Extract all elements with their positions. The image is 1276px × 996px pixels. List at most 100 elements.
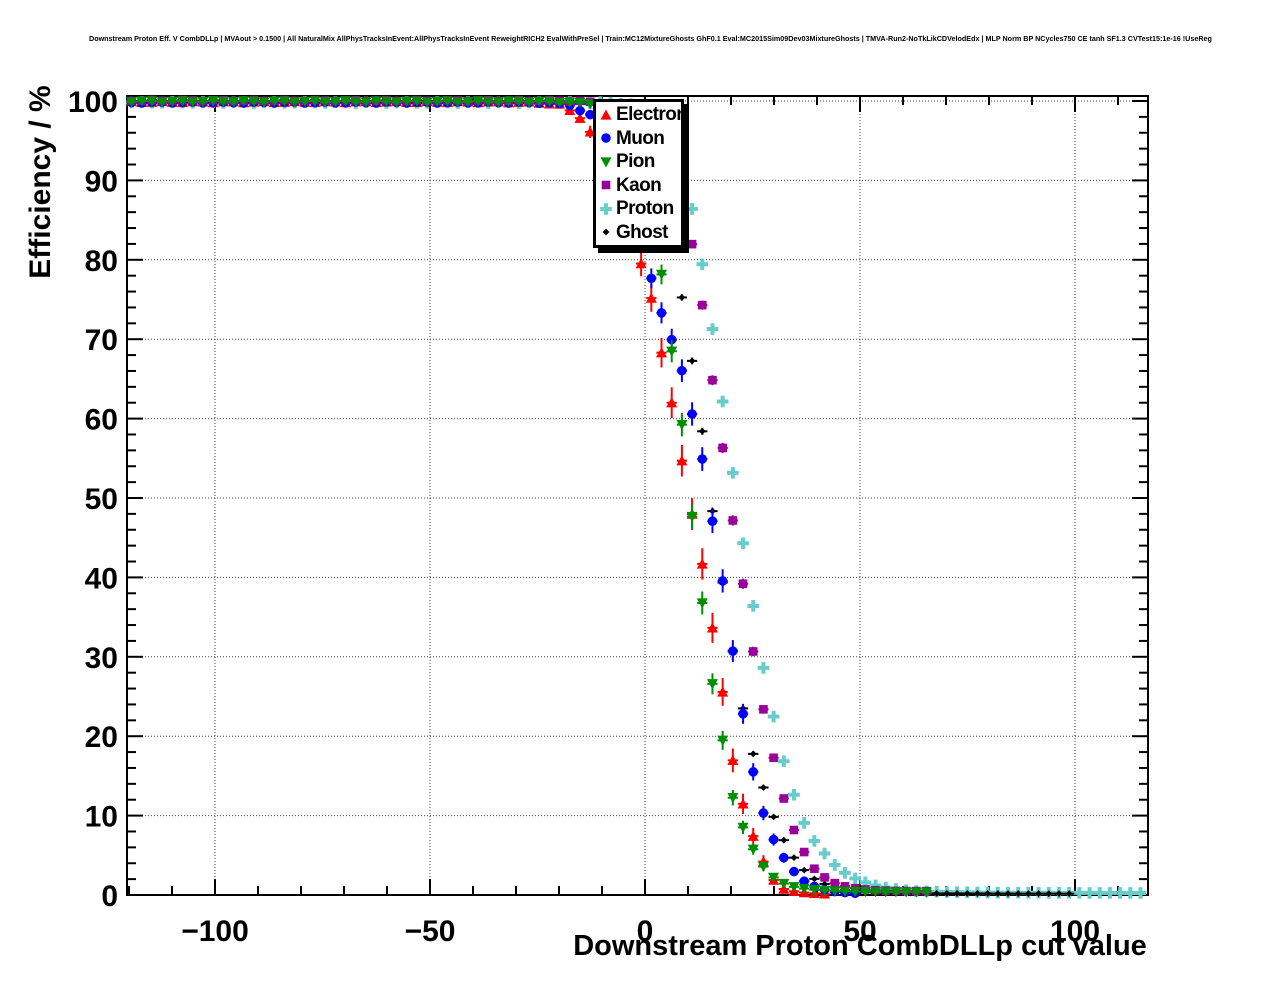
data-point-pion [778,878,790,890]
data-point-pion [727,793,739,804]
circle-marker-icon [601,133,611,144]
y-tick-label: 80 [85,245,118,278]
data-point-pion [910,887,922,898]
legend-entry-electron: Electron [598,103,688,127]
triangle-down-marker-icon [600,157,612,168]
data-point-proton [1124,887,1137,899]
data-point-pion [492,97,504,108]
data-point-pion [177,96,189,107]
data-point-muon [585,109,595,120]
data-point-electron [696,558,708,569]
data-point-pion [278,96,290,107]
data-point-proton [859,876,872,889]
data-point-electron [584,126,596,137]
data-point-muon [666,334,677,345]
triangle-up-marker-icon [600,109,612,120]
data-point-pion [248,96,260,107]
data-point-pion [227,97,239,108]
data-point-proton [686,203,698,215]
data-point-pion [462,97,474,108]
data-point-muon [789,866,799,877]
legend-label: Kaon [616,174,662,196]
data-point-electron [666,397,678,408]
y-tick-label: 50 [85,483,118,516]
data-point-electron [727,754,739,766]
legend-label: Proton [616,198,674,220]
data-point-pion [217,97,229,108]
y-axis-title: Efficiency / % [24,85,57,279]
data-point-pion [523,97,535,108]
data-point-kaon [738,579,748,589]
data-point-proton [869,879,882,892]
data-point-pion [391,97,403,108]
series-pion [126,96,932,898]
data-point-kaon [759,705,768,714]
data-point-pion [136,96,148,107]
data-point-ghost [1045,890,1053,898]
data-point-pion [737,822,749,833]
data-point-ghost [963,890,971,897]
data-point-proton [798,817,810,829]
data-point-pion [798,883,810,895]
data-point-pion [829,886,841,897]
series-kaon [126,95,932,896]
data-point-ghost [688,357,696,365]
data-point-proton [737,537,749,550]
data-point-pion [238,96,250,107]
data-point-pion [350,97,362,108]
x-tick-label: −50 [405,915,456,948]
plot-frame [126,95,1149,896]
data-point-pion [268,96,280,107]
legend-label: Electron [616,104,688,126]
legend-entry-proton: Proton [598,197,681,221]
data-point-ghost [974,890,981,897]
data-point-electron [676,455,688,466]
data-point-muon [738,709,748,719]
data-point-ghost [953,890,961,897]
data-point-electron [635,258,647,269]
data-point-ghost [1065,890,1073,898]
data-point-pion [513,96,525,108]
data-point-kaon [697,300,707,310]
data-point-electron [656,347,668,358]
data-point-muon [697,454,708,464]
data-point-kaon [748,647,758,656]
data-point-muon [677,365,687,376]
data-point-pion [890,887,902,898]
data-point-pion [554,97,566,109]
data-point-muon [707,516,718,526]
data-point-proton [1134,887,1147,899]
data-point-proton [1073,887,1086,899]
data-point-ghost [810,875,818,883]
data-point-pion [900,887,912,898]
legend-label: Pion [616,151,655,173]
data-point-pion [452,97,464,108]
data-point-muon [687,409,697,419]
data-point-pion [920,887,932,898]
data-point-pion [564,97,576,108]
data-point-pion [543,96,555,108]
data-point-kaon [810,864,819,874]
y-tick-label: 10 [85,801,118,834]
data-point-muon [656,308,667,318]
y-tick-label: 20 [85,721,118,754]
data-point-muon [779,852,789,863]
data-point-pion [421,97,433,108]
data-point-proton [1083,887,1096,899]
data-point-pion [880,887,892,898]
data-point-kaon [820,873,829,882]
data-point-pion [533,96,545,107]
data-point-pion [360,97,372,108]
data-point-pion [757,861,769,873]
diamond-marker-icon [602,228,610,236]
data-point-kaon [718,443,727,453]
data-point-pion [849,886,861,898]
square-marker-icon [601,180,611,190]
data-point-proton [828,859,841,871]
data-point-proton [696,258,709,271]
data-point-pion [401,96,413,107]
data-point-muon [799,876,809,887]
data-point-proton [818,847,831,860]
